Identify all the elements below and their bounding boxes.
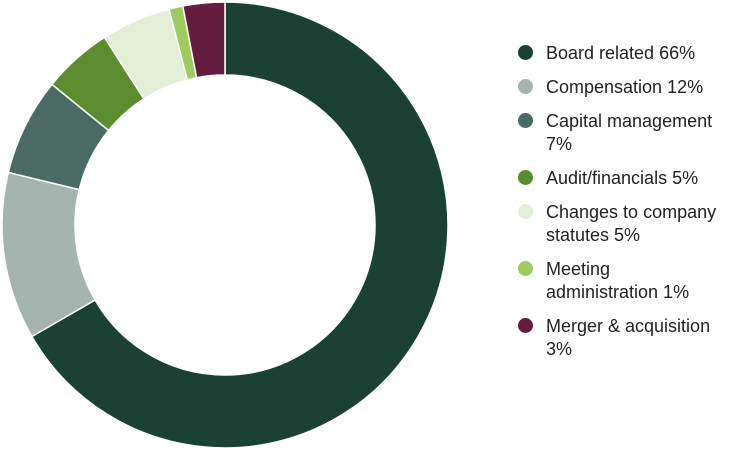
legend-swatch [518, 261, 533, 276]
legend-item-5: Meeting administration 1% [518, 258, 748, 304]
legend-item-1: Compensation 12% [518, 76, 748, 99]
legend-swatch [518, 79, 533, 94]
legend-item-4: Changes to company statutes 5% [518, 201, 748, 247]
legend-label: Changes to company statutes 5% [546, 202, 717, 245]
legend-item-3: Audit/financials 5% [518, 167, 748, 190]
legend-label: Compensation 12% [546, 77, 704, 97]
donut-slice-0 [30, 1, 449, 449]
chart-legend: Board related 66% Compensation 12% Capital… [518, 42, 748, 372]
legend-label: Board related 66% [546, 43, 696, 63]
legend-swatch [518, 170, 533, 185]
donut-chart [1, 1, 449, 449]
legend-item-0: Board related 66% [518, 42, 748, 65]
legend-label: Meeting administration 1% [546, 259, 690, 302]
legend-label: Merger & acquisition 3% [546, 316, 711, 359]
legend-swatch [518, 204, 533, 219]
legend-swatch [518, 318, 533, 333]
legend-label: Capital management 7% [546, 111, 713, 154]
legend-swatch [518, 45, 533, 60]
legend-item-6: Merger & acquisition 3% [518, 315, 748, 361]
legend-swatch [518, 113, 533, 128]
legend-item-2: Capital management 7% [518, 110, 748, 156]
donut-slice-6 [181, 1, 226, 79]
legend-label: Audit/financials 5% [546, 168, 699, 188]
